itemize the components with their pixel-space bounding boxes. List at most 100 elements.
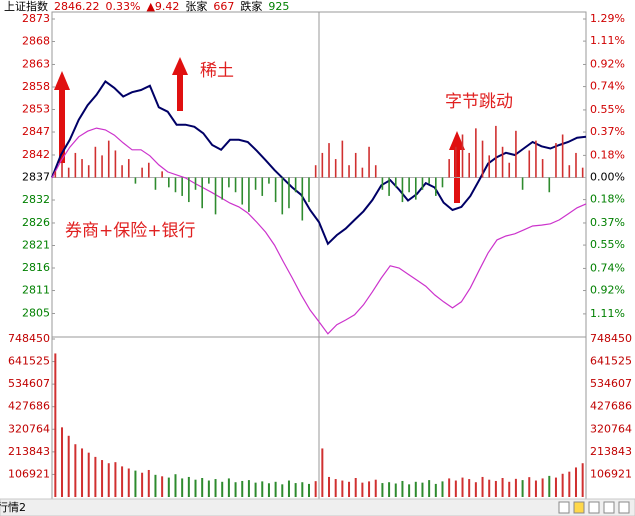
- volume-bar: [474, 482, 477, 497]
- strength-bar: [401, 177, 404, 203]
- volume-bar: [227, 478, 230, 497]
- volume-bar: [181, 478, 184, 497]
- strength-bar: [481, 140, 484, 178]
- header-item: 667: [213, 0, 234, 13]
- y2-tick-label: 0.92%: [590, 57, 625, 70]
- volume-tick-label-right: 534607: [590, 377, 632, 390]
- strength-bar: [328, 143, 330, 178]
- volume-bar: [221, 481, 224, 497]
- volume-bar: [574, 467, 577, 497]
- footer-tab[interactable]: 行情2: [0, 501, 26, 514]
- strength-bar: [188, 177, 190, 203]
- header-item: 0.33%: [106, 0, 141, 13]
- strength-bar: [121, 165, 123, 178]
- y-tick-label: 2853: [22, 103, 50, 116]
- strength-bar: [301, 177, 304, 221]
- volume-bar: [554, 477, 557, 497]
- icon[interactable]: [588, 501, 600, 514]
- volume-bar: [348, 481, 351, 497]
- volume-bar: [187, 476, 190, 497]
- volume-bar: [154, 474, 157, 497]
- volume-bar: [147, 469, 150, 497]
- strength-bar: [455, 146, 457, 178]
- strength-bar: [54, 171, 57, 178]
- strength-bar: [414, 177, 417, 200]
- y-tick-label: 2837: [22, 171, 50, 184]
- strength-bar: [354, 152, 357, 178]
- strength-bar: [521, 177, 524, 190]
- volume-bar: [548, 475, 551, 497]
- volume-tick-label: 641525: [8, 355, 50, 368]
- volume-bar: [261, 481, 264, 497]
- strength-bar: [435, 177, 437, 196]
- strength-bar: [495, 125, 497, 178]
- volume-tick-label: 748450: [8, 332, 50, 345]
- strength-bar: [475, 128, 477, 178]
- volume-tick-label-right: 106921: [590, 467, 632, 480]
- strength-bar: [67, 167, 70, 178]
- icon[interactable]: [573, 501, 585, 514]
- strength-bar: [321, 152, 324, 178]
- status-bar: [0, 498, 635, 516]
- arrow-shaft: [454, 148, 460, 203]
- strength-bar: [261, 177, 264, 196]
- volume-bar: [334, 479, 337, 497]
- icon[interactable]: [618, 501, 630, 514]
- strength-bar: [501, 146, 504, 178]
- strength-bar: [174, 177, 177, 193]
- strength-bar: [528, 150, 531, 178]
- strength-bar: [374, 165, 377, 178]
- y2-tick-label: 0.74%: [590, 80, 625, 93]
- volume-bar: [541, 478, 544, 497]
- volume-bar: [521, 480, 524, 497]
- volume-tick-label: 534607: [8, 377, 50, 390]
- volume-bar: [388, 482, 391, 497]
- strength-bar: [575, 152, 577, 178]
- strength-bar: [254, 177, 257, 190]
- header-item: 上证指数: [4, 0, 48, 13]
- volume-bar: [488, 479, 491, 497]
- strength-bar: [555, 143, 557, 178]
- annotation: 券商+保险+银行: [65, 221, 196, 241]
- volume-bar: [374, 479, 377, 497]
- arrows: [54, 57, 465, 203]
- y2-tick-label: 0.18%: [590, 148, 625, 161]
- strength-bar: [268, 177, 270, 184]
- strength-bar: [548, 177, 551, 193]
- volume-tick-label-right: 320764: [590, 422, 632, 435]
- strength-bar: [388, 177, 390, 196]
- volume-bar: [194, 479, 197, 497]
- strength-bar: [381, 177, 384, 190]
- volume-bar: [87, 452, 90, 497]
- volume-tick-label-right: 427686: [590, 400, 632, 413]
- volume-bar: [207, 480, 210, 497]
- volume-bar: [234, 482, 237, 497]
- volume-bar: [341, 480, 344, 497]
- icon[interactable]: [603, 501, 615, 514]
- volume-bar: [101, 460, 104, 497]
- strength-bar: [508, 162, 511, 178]
- volume-bar: [314, 481, 317, 497]
- strength-bar: [274, 177, 277, 203]
- volume-tick-label: 320764: [8, 422, 50, 435]
- volume-bar: [274, 481, 277, 497]
- strength-bar: [294, 177, 297, 193]
- volume-bar: [81, 448, 84, 497]
- volume-bar: [528, 477, 531, 497]
- icon[interactable]: [558, 501, 570, 514]
- y-tick-label: 2826: [22, 216, 50, 229]
- header-item: 2846.22: [54, 0, 100, 13]
- price-line: [51, 79, 587, 246]
- volume-bar: [114, 462, 117, 497]
- strength-bar: [394, 177, 397, 188]
- strength-bar: [234, 177, 237, 193]
- y-tick-label: 2868: [22, 35, 50, 48]
- strength-bar: [194, 177, 197, 190]
- volume-bar: [214, 479, 217, 497]
- strength-bar: [107, 140, 110, 178]
- volume-bar: [441, 481, 444, 497]
- y2-tick-label: 0.37%: [590, 125, 625, 138]
- volume-bar: [161, 476, 164, 497]
- strength-bar: [515, 130, 517, 178]
- volume-bar: [134, 470, 137, 497]
